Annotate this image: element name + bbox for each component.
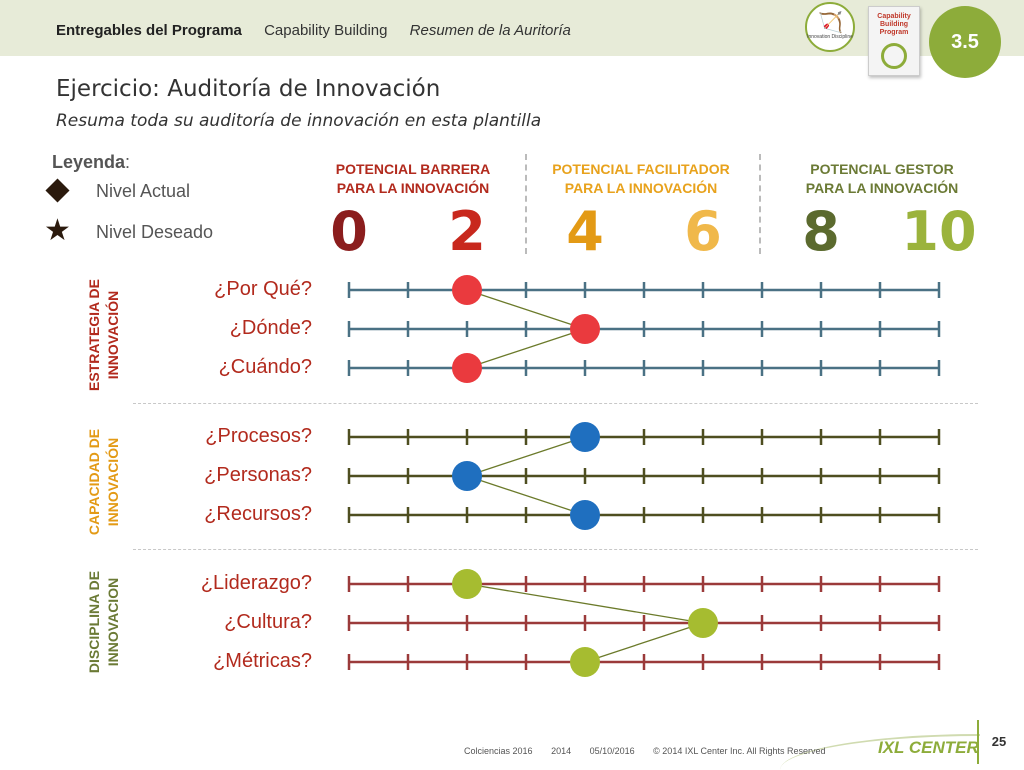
zone-header-line: PARA LA INNOVACIÓN <box>805 180 959 196</box>
zone-divider <box>759 154 761 254</box>
current-level-dot <box>452 569 482 599</box>
current-level-dot <box>452 461 482 491</box>
question-label: ¿Por Qué? <box>214 278 312 300</box>
zone-header-line: PARA LA INNOVACIÓN <box>564 180 718 196</box>
capability-building-program-logo: Capability Building Program <box>868 6 920 76</box>
current-level-dot <box>688 608 718 638</box>
current-level-dot <box>452 353 482 383</box>
profile-connector <box>584 622 704 663</box>
page-subtitle: Resuma toda su auditoría de innovación e… <box>56 111 542 131</box>
zone-header: POTENCIAL BARRERA PARA LA INNOVACIÓN <box>293 160 533 198</box>
page-title: Ejercicio: Auditoría de Innovación <box>56 76 441 102</box>
current-level-dot <box>452 275 482 305</box>
innovation-discipline-logo-label: Innovation Discipline <box>807 34 853 40</box>
breadcrumb-audit-summary[interactable]: Resumen de la Auritoría <box>409 22 571 39</box>
footer-copyright: © 2014 IXL Center Inc. All Rights Reserv… <box>653 746 826 756</box>
question-label: ¿Cultura? <box>224 611 312 633</box>
section-divider <box>133 403 978 404</box>
current-level-dot <box>570 314 600 344</box>
question-label: ¿Procesos? <box>205 425 312 447</box>
profile-connector <box>466 475 586 516</box>
legend-title-colon: : <box>125 152 131 172</box>
section-group <box>347 422 941 530</box>
legend-title-text: Leyenda <box>52 152 126 172</box>
ixl-center-logo: IXL CENTER <box>878 738 979 757</box>
zone-header-line: POTENCIAL GESTOR <box>810 161 954 177</box>
current-level-dot <box>570 647 600 677</box>
slide-number-badge: 3.5 <box>929 6 1001 78</box>
footer-text: Colciencias 2016 2014 05/10/2016 © 2014 … <box>464 746 842 756</box>
zone-header-line: POTENCIAL BARRERA <box>335 161 491 177</box>
legend-desired-level: Nivel Deseado <box>96 222 214 242</box>
zone-divider <box>525 154 527 254</box>
archer-icon: 🏹 <box>818 10 843 34</box>
breadcrumb-program-deliverables[interactable]: Entregables del Programa <box>56 22 242 39</box>
innovation-discipline-logo: 🏹 Innovation Discipline <box>805 2 855 52</box>
current-level-dot <box>570 422 600 452</box>
zone-header: POTENCIAL GESTOR PARA LA INNOVACIÓN <box>762 160 1002 198</box>
current-level-dot <box>570 500 600 530</box>
scale-number: 2 <box>448 200 486 263</box>
legend-title: Leyenda: <box>52 152 130 173</box>
profile-connector <box>466 583 704 624</box>
question-label: ¿Recursos? <box>204 503 312 525</box>
scale-number: 8 <box>802 200 840 263</box>
section-group <box>347 275 941 383</box>
profile-connector <box>466 436 586 477</box>
question-label: ¿Cuándo? <box>218 356 312 378</box>
zone-header-line: PARA LA INNOVACIÓN <box>336 180 490 196</box>
scale-number: 0 <box>330 200 368 263</box>
question-label: ¿Liderazgo? <box>200 572 312 594</box>
question-label: ¿Dónde? <box>229 317 312 339</box>
footer-client: Colciencias 2016 <box>464 746 533 756</box>
section-group <box>347 569 941 677</box>
cycle-icon <box>881 43 907 69</box>
section-divider <box>133 549 978 550</box>
star-icon: ★ <box>44 213 71 248</box>
scale-number: 4 <box>566 200 604 263</box>
profile-connector <box>466 289 586 330</box>
legend-current-level: Nivel Actual <box>96 181 191 201</box>
scale-number: 6 <box>684 200 722 263</box>
breadcrumb: Entregables del Programa Capability Buil… <box>56 22 589 39</box>
scale-number: 10 <box>901 200 977 263</box>
profile-connector <box>466 328 586 369</box>
question-label: ¿Personas? <box>204 464 312 486</box>
footer-date: 05/10/2016 <box>589 746 635 756</box>
zone-header: POTENCIAL FACILITADOR PARA LA INNOVACIÓN <box>521 160 761 198</box>
footer-accent-bar <box>977 720 979 764</box>
footer-year: 2014 <box>551 746 572 756</box>
page-number: 25 <box>991 734 1007 749</box>
capability-building-program-logo-label: Capability Building Program <box>877 13 911 36</box>
question-label: ¿Métricas? <box>213 650 312 672</box>
zone-header-line: POTENCIAL FACILITADOR <box>552 161 730 177</box>
breadcrumb-capability-building[interactable]: Capability Building <box>264 22 388 39</box>
